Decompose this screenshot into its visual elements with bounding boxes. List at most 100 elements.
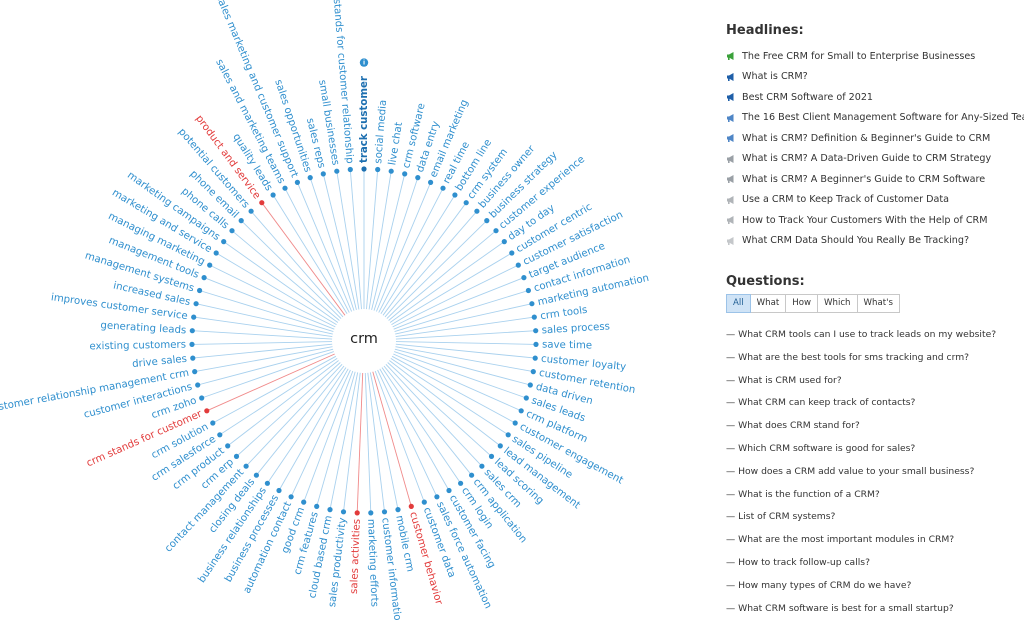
spoke-line — [375, 182, 432, 312]
question-item[interactable]: — List of CRM systems? — [726, 511, 836, 523]
spoke-line — [343, 372, 361, 512]
megaphone-icon — [726, 72, 736, 82]
spoke-dot — [434, 494, 440, 500]
spoke-dot — [327, 507, 333, 513]
spoke-dot — [243, 463, 249, 469]
headline-item[interactable]: What is CRM? — [726, 67, 1016, 88]
headline-item[interactable]: What is CRM? A Beginner's Guide to CRM S… — [726, 169, 1016, 190]
headline-item[interactable]: Use a CRM to Keep Track of Customer Data — [726, 190, 1016, 211]
spoke-line — [367, 372, 385, 512]
keyword-label[interactable]: sales process — [541, 321, 610, 336]
spoke-dot — [368, 510, 374, 516]
spoke-line — [250, 210, 344, 318]
spoke-dot — [282, 185, 288, 191]
spoke-dot — [197, 287, 203, 294]
spoke-line — [394, 351, 527, 399]
spoke-line — [373, 177, 419, 311]
question-item[interactable]: — What are the best tools for sms tracki… — [726, 351, 970, 363]
megaphone-icon — [726, 133, 736, 143]
headline-item[interactable]: Best CRM Software of 2021 — [726, 87, 1016, 108]
spoke-line — [389, 360, 501, 447]
question-item[interactable]: — What is CRM used for? — [726, 374, 842, 386]
spoke-line — [303, 370, 354, 503]
spoke-line — [192, 343, 333, 359]
spoke-dot — [488, 453, 495, 459]
question-item[interactable]: — What is the function of a CRM? — [726, 488, 880, 500]
question-item[interactable]: — How does a CRM add value to your small… — [726, 465, 975, 477]
question-item[interactable]: — Which CRM software is good for sales? — [726, 442, 916, 454]
spoke-line — [336, 171, 360, 310]
questions-title: Questions: — [726, 274, 805, 289]
tab-all[interactable]: All — [726, 294, 751, 313]
keyword-label[interactable]: existing customers — [89, 340, 186, 353]
keyword-label[interactable]: track customer — [359, 76, 370, 163]
tab-what[interactable]: What — [749, 294, 787, 313]
headline-text[interactable]: What CRM Data Should You Really Be Track… — [742, 235, 970, 247]
headline-text[interactable]: What is CRM? A Beginner's Guide to CRM S… — [742, 173, 986, 185]
spoke-line — [349, 169, 362, 310]
keyword-label[interactable]: marketing efforts — [365, 519, 379, 608]
headline-item[interactable]: What is CRM? A Data-Driven Guide to CRM … — [726, 149, 1016, 170]
spoke-line — [393, 353, 522, 412]
keyword-label[interactable]: crm tools — [540, 305, 588, 322]
question-item[interactable]: — What does CRM stand for? — [726, 420, 860, 432]
spoke-dot — [375, 166, 381, 173]
spoke-dot — [533, 328, 539, 334]
spoke-dot — [189, 328, 195, 334]
svg-text:i: i — [363, 59, 365, 66]
spoke-dot — [229, 228, 235, 234]
headline-text[interactable]: Use a CRM to Keep Track of Customer Data — [742, 194, 950, 206]
spoke-line — [372, 371, 412, 507]
spoke-line — [371, 173, 406, 311]
question-item[interactable]: — How many types of CRM do we have? — [726, 579, 912, 591]
spoke-dot — [469, 472, 475, 478]
headline-item[interactable]: How to Track Your Customers With the Hel… — [726, 210, 1016, 231]
tab-whats[interactable]: What's — [856, 294, 900, 313]
spoke-dot — [288, 494, 294, 500]
spoke-dot — [532, 355, 538, 361]
spoke-line — [395, 343, 536, 359]
headline-item[interactable]: The 16 Best Client Management Software f… — [726, 108, 1024, 129]
tab-how[interactable]: How — [785, 294, 818, 313]
keyword-wheel: track customer i social media live chat crm … — [0, 0, 650, 620]
spoke-line — [395, 341, 537, 345]
spoke-line — [394, 348, 531, 386]
question-item[interactable]: — What are the most important modules in… — [726, 534, 955, 546]
headline-text[interactable]: Best CRM Software of 2021 — [742, 91, 874, 103]
headline-text[interactable]: What is CRM? — [742, 71, 808, 83]
headlines-list: The Free CRM for Small to Enterprise Bus… — [726, 46, 1024, 252]
question-item[interactable]: — What CRM software is best for a small … — [726, 602, 954, 614]
keyword-label[interactable]: sales activities — [349, 519, 363, 595]
spoke-line — [316, 371, 356, 507]
spoke-dot — [497, 443, 503, 449]
headline-text[interactable]: What is CRM? A Data-Driven Guide to CRM … — [742, 153, 992, 165]
spoke-line — [219, 358, 338, 436]
question-item[interactable]: — What CRM tools can I use to track lead… — [726, 329, 997, 340]
keyword-label[interactable]: save time — [542, 340, 592, 352]
keyword-label[interactable]: generating leads — [100, 320, 187, 336]
headline-item[interactable]: What CRM Data Should You Really Be Track… — [726, 231, 1016, 252]
headline-item[interactable]: What is CRM? Definition & Beginner's Gui… — [726, 128, 1016, 149]
headline-text[interactable]: How to Track Your Customers With the Hel… — [742, 214, 988, 226]
spoke-dot — [248, 208, 254, 214]
question-item[interactable]: — What CRM can keep track of contacts? — [726, 397, 916, 409]
headline-text[interactable]: What is CRM? Definition & Beginner's Gui… — [742, 132, 991, 144]
spoke-line — [392, 264, 519, 328]
spoke-line — [201, 351, 334, 399]
keyword-label[interactable]: social media — [373, 99, 389, 164]
keyword-label[interactable]: drive sales — [132, 354, 188, 370]
headline-item[interactable]: The Free CRM for Small to Enterprise Bus… — [726, 46, 1016, 67]
spoke-dot — [354, 510, 360, 516]
info-icon[interactable]: i — [359, 58, 369, 67]
spoke-line — [389, 241, 505, 323]
headline-text[interactable]: The 16 Best Client Management Software f… — [742, 112, 1024, 124]
tab-which[interactable]: Which — [817, 294, 858, 313]
spoke-dot — [484, 218, 490, 224]
spoke-line — [393, 277, 525, 330]
spoke-dot — [388, 168, 394, 174]
question-item[interactable]: — How to track follow-up calls? — [726, 556, 870, 568]
spoke-line — [231, 230, 340, 321]
spoke-line — [309, 177, 355, 311]
spoke-dot — [523, 395, 529, 401]
headline-text[interactable]: The Free CRM for Small to Enterprise Bus… — [742, 50, 976, 62]
